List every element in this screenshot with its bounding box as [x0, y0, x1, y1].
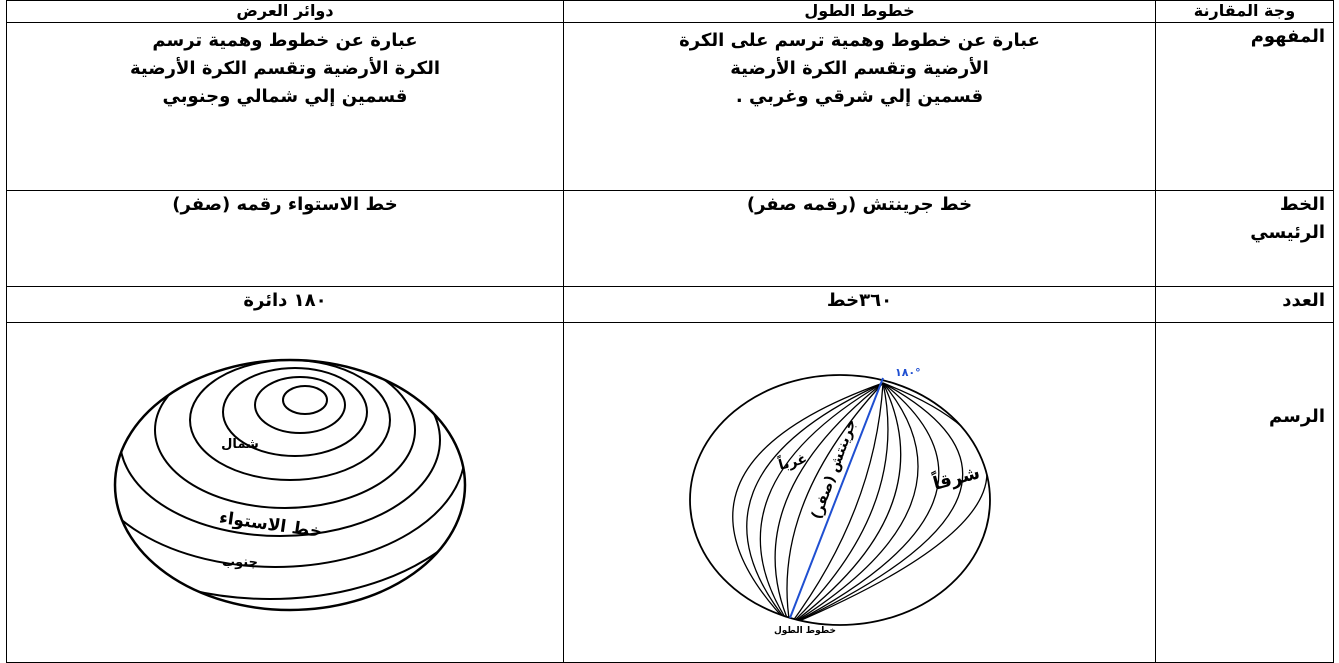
body: وجة المقارنة خطوط الطول دوائر العرض المف…	[6, 0, 1334, 663]
text: الرسم	[1269, 406, 1325, 427]
cell: عبارة عن خطوط وهمية ترسم على الكرة الأرض…	[563, 22, 1156, 191]
cell: الخط الرئيسي	[1155, 190, 1334, 287]
globe-label: غرباً	[776, 448, 809, 474]
text: خط الاستواء رقمه (صفر)	[172, 194, 398, 215]
globe-label: شمال	[221, 437, 259, 452]
cell: خط جرينتش (رقمه صفر)	[563, 190, 1156, 287]
text: الخط	[1279, 194, 1325, 215]
cell: عبارة عن خطوط وهمية ترسم الكرة الأرضية و…	[6, 22, 564, 191]
page: مقارنة {"table":{ "header":["وجة المقارن…	[6, 0, 1334, 663]
text: ١٨٠ دائرة	[243, 290, 327, 311]
globe-label: ١٨٠°	[895, 366, 921, 379]
text: العدد	[1282, 290, 1325, 311]
globe-label: شرقاً	[930, 459, 982, 495]
globe-label: جنوب	[222, 555, 258, 570]
row: المفهوم عبارة عن خطوط وهمية ترسم على الك…	[6, 22, 1334, 191]
row: الخط الرئيسي خط جرينتش (رقمه صفر) خط الا…	[6, 190, 1334, 287]
cell: المفهوم	[1155, 22, 1334, 191]
text: قسمين إلي شمالي وجنوبي	[162, 86, 408, 107]
text: الكرة الأرضية وتقسم الكرة الأرضية	[129, 58, 441, 79]
row: الرسم	[6, 322, 1334, 663]
cell: خط الاستواء رقمه (صفر)	[6, 190, 564, 287]
cell	[563, 322, 1156, 663]
text: عبارة عن خطوط وهمية ترسم	[152, 30, 418, 51]
globe-label: خط الاستواء	[218, 508, 323, 542]
text: الأرضية وتقسم الكرة الأرضية	[730, 58, 989, 79]
text: ٣٦٠خط	[826, 290, 893, 311]
row: العدد ٣٦٠خط ١٨٠ دائرة	[6, 286, 1334, 323]
cell: ٣٦٠خط	[563, 286, 1156, 323]
text: قسمين إلي شرقي وغربي .	[735, 86, 984, 107]
text: خط جرينتش (رقمه صفر)	[746, 194, 973, 215]
header-cell: وجة المقارنة	[1155, 0, 1334, 23]
text: المفهوم	[1250, 26, 1325, 47]
text: الرئيسي	[1250, 222, 1325, 243]
longitude-globe	[689, 374, 991, 626]
cell: ١٨٠ دائرة	[6, 286, 564, 323]
comparison-table: وجة المقارنة خطوط الطول دوائر العرض المف…	[6, 0, 1334, 663]
cell: العدد	[1155, 286, 1334, 323]
cell: الرسم	[1155, 322, 1334, 663]
latitude-globe	[113, 358, 467, 612]
globe-caption: خطوط الطول	[774, 626, 836, 636]
text: عبارة عن خطوط وهمية ترسم على الكرة	[679, 30, 1040, 51]
drawings: شمال خط الاستواء جنوب غرباً شرقاً جرينتش…	[113, 358, 991, 636]
